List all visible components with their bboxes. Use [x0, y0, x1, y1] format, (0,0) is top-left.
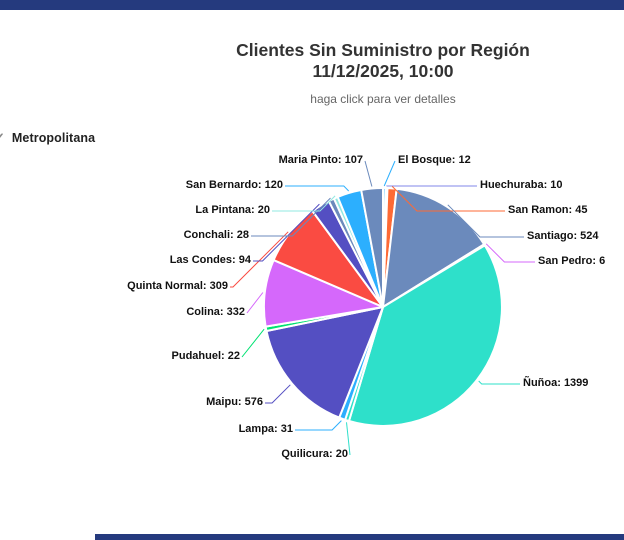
label-connector-quinta-normal [230, 231, 289, 288]
slice-label-maria-pinto[interactable]: Maria Pinto: 107 [278, 154, 363, 166]
label-connector-san-ramon [391, 186, 505, 212]
slice-label-lampa[interactable]: Lampa: 31 [238, 423, 293, 435]
slice-label-maipu[interactable]: Maipu: 576 [206, 396, 263, 408]
label-connector-maria-pinto [364, 160, 373, 187]
chart-subtitle: haga click para ver detalles [310, 92, 456, 106]
label-connector-pudahuel [241, 328, 265, 358]
slice-label-la-pintana[interactable]: La Pintana: 20 [195, 204, 270, 216]
label-connector-la-pintana [272, 195, 336, 212]
label-connector-maipu [265, 384, 291, 404]
slice-label-conchali[interactable]: Conchali: 28 [183, 229, 249, 241]
slice-label-santiago[interactable]: Santiago: 524 [527, 230, 599, 242]
label-connector-san-bernardo [285, 185, 350, 192]
chart-title: Clientes Sin Suministro por Región 11/12… [146, 40, 620, 82]
label-connector-colina [246, 292, 264, 314]
slice-label-las-condes[interactable]: Las Condes: 94 [169, 254, 251, 266]
slice-label-pudahuel[interactable]: Pudahuel: 22 [171, 350, 240, 362]
top-nav-bar [0, 0, 624, 10]
slice-label-el-bosque[interactable]: El Bosque: 12 [398, 154, 471, 166]
region-label: Metropolitana [11, 131, 96, 145]
pie-slice-maipu[interactable] [265, 306, 384, 419]
slice-label-huechuraba[interactable]: Huechuraba: 10 [480, 179, 563, 191]
label-connector-el-bosque [383, 160, 396, 187]
slice-label-quilicura[interactable]: Quilicura: 20 [281, 448, 348, 460]
pie-slice-maria-pinto[interactable] [360, 186, 384, 308]
label-connector-quilicura [346, 422, 351, 456]
slice-label-san-ramon[interactable]: San Ramon: 45 [508, 204, 588, 216]
label-connector-san-pedro [485, 243, 535, 263]
slice-label-quinta-normal[interactable]: Quinta Normal: 309 [127, 280, 228, 292]
slice-label-san-bernardo[interactable]: San Bernardo: 120 [185, 179, 283, 191]
chart-title-datetime: 11/12/2025, 10:00 [312, 61, 454, 81]
check-icon: ✓ [0, 130, 5, 146]
slice-label-san-pedro[interactable]: San Pedro: 6 [538, 255, 606, 267]
bottom-bar [95, 534, 624, 540]
label-connector-las-condes [253, 203, 320, 262]
slice-label-nunoa[interactable]: Ñuñoa: 1399 [523, 377, 589, 389]
label-connector-nunoa [478, 380, 520, 385]
chart-title-text: Clientes Sin Suministro por Región [236, 40, 530, 60]
label-connector-santiago [447, 204, 524, 238]
pie-slice-santiago[interactable] [382, 187, 486, 308]
label-connector-lampa [295, 420, 342, 431]
pie-slice-nunoa[interactable] [348, 244, 503, 427]
slice-label-colina[interactable]: Colina: 332 [186, 306, 245, 318]
region-row[interactable]: ✓ Metropolitana [0, 129, 95, 147]
